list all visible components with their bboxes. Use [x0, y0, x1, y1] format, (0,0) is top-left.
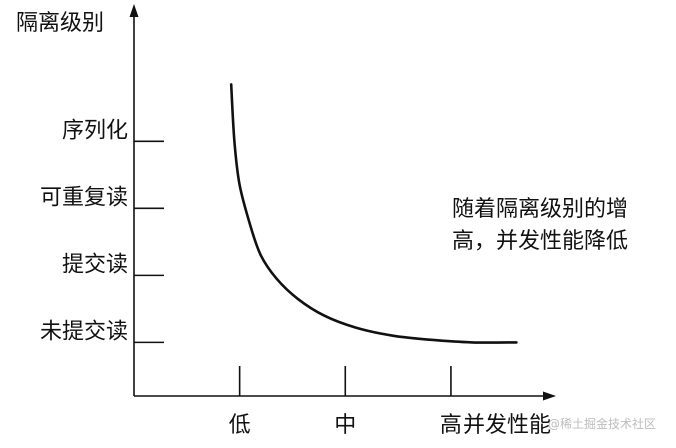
x-axis-arrow — [543, 391, 556, 401]
axes — [129, 4, 556, 401]
y-tick-label: 提交读 — [62, 252, 128, 277]
y-ticks: 未提交读 提交读 可重复读 序列化 — [40, 118, 164, 344]
y-axis-arrow — [129, 4, 139, 17]
x-ticks: 低中高 — [229, 366, 462, 438]
annotation-line-1: 随着隔离级别的增 — [452, 197, 628, 222]
y-tick-label: 未提交读 — [40, 319, 128, 344]
x-tick-label: 低 — [229, 413, 251, 438]
watermark: @稀土掘金技术社区 — [548, 416, 656, 431]
x-axis-title: 并发性能 — [463, 413, 551, 438]
y-axis-title: 隔离级别 — [16, 11, 104, 36]
series-layer — [229, 83, 518, 344]
x-tick-label: 高 — [440, 413, 462, 438]
x-tick-label: 中 — [334, 413, 356, 438]
series-line — [229, 83, 518, 344]
y-tick-label: 序列化 — [62, 118, 128, 143]
annotation-line-2: 高，并发性能降低 — [452, 229, 628, 254]
y-tick-label: 可重复读 — [40, 185, 128, 210]
